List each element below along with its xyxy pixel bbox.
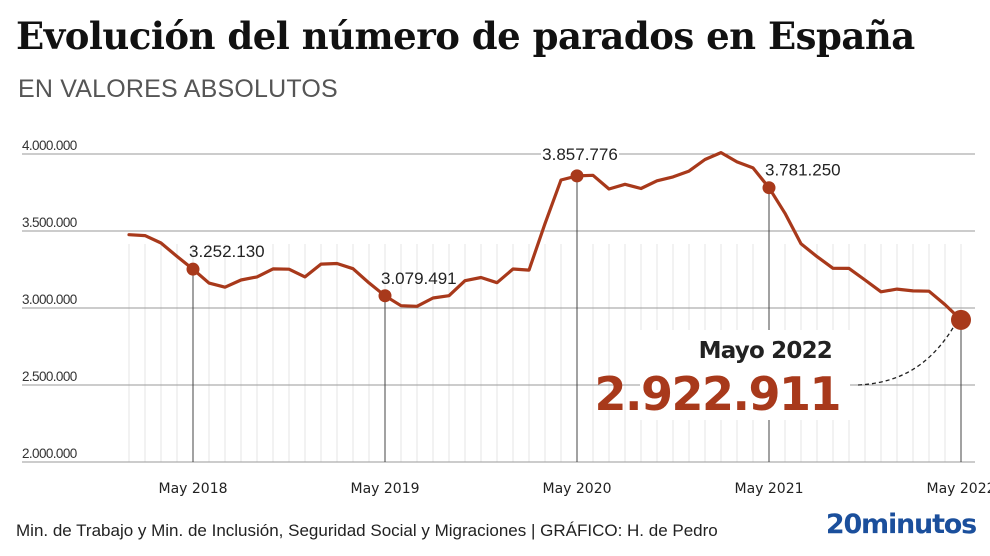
y-tick-label: 4.000.000 [22,138,77,153]
x-tick-label: May 2022 [926,481,990,497]
highlight-connector [857,327,954,386]
y-tick-label: 3.000.000 [22,292,77,307]
y-gridlines [22,153,975,463]
annotation-label: 3.252.130 [189,242,265,261]
chart-title: Evolución del número de parados en Españ… [16,14,915,58]
highlight-date-label: Mayo 2022 [699,338,832,364]
highlight-value-label: 2.922.911 [595,367,841,421]
highlight-callout-bg [640,330,850,420]
y-tick-label: 2.000.000 [22,446,77,461]
x-axis-labels: May 2018 May 2019 May 2020 May 2021 May 2022 [158,481,990,497]
annotation-label: 3.857.776 [542,145,618,164]
annotation-label: 3.079.491 [381,269,457,288]
y-axis-labels: 2.000.000 2.500.000 3.000.000 3.500.000 4.00… [22,138,77,461]
y-tick-label: 3.500.000 [22,215,77,230]
highlight-marker [951,309,971,330]
x-tick-label: May 2021 [734,481,803,497]
annotation-marker [762,181,776,195]
chart-subtitle: EN VALORES ABSOLUTOS [18,75,338,103]
annotation-label: 3.781.250 [765,161,841,180]
x-tick-label: May 2019 [350,481,419,497]
source-credit: Min. de Trabajo y Min. de Inclusión, Seg… [16,521,718,540]
annotation-marker [570,169,584,183]
annotation-markers [186,169,776,303]
series-line-parados [127,151,963,322]
y-tick-label: 2.500.000 [22,369,77,384]
brand-logo: 20minutos [825,509,977,540]
annotation-marker [378,289,392,303]
x-tick-label: May 2020 [542,481,611,497]
highlight-callout: Mayo 2022 2.922.911 [595,309,971,462]
annotation-marker [186,262,200,276]
x-tick-label: May 2018 [158,481,227,497]
annotation-label-bg [541,143,619,163]
annotation-labels: 3.252.130 3.079.491 3.857.776 3.781.250 [189,143,841,288]
